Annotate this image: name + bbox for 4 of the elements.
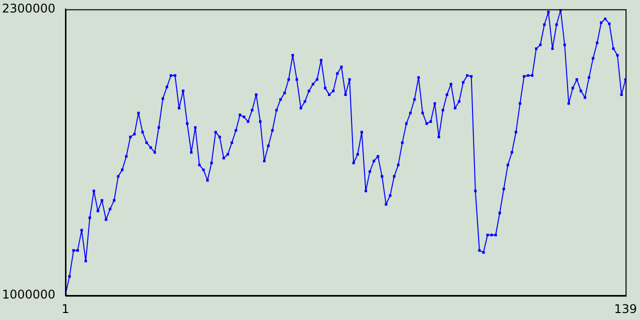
y-tick-label: 2300000 bbox=[2, 1, 56, 16]
x-tick-label: 139 bbox=[614, 302, 637, 316]
x-tick-label: 1 bbox=[62, 302, 70, 316]
y-tick-label: 1000000 bbox=[2, 288, 56, 302]
